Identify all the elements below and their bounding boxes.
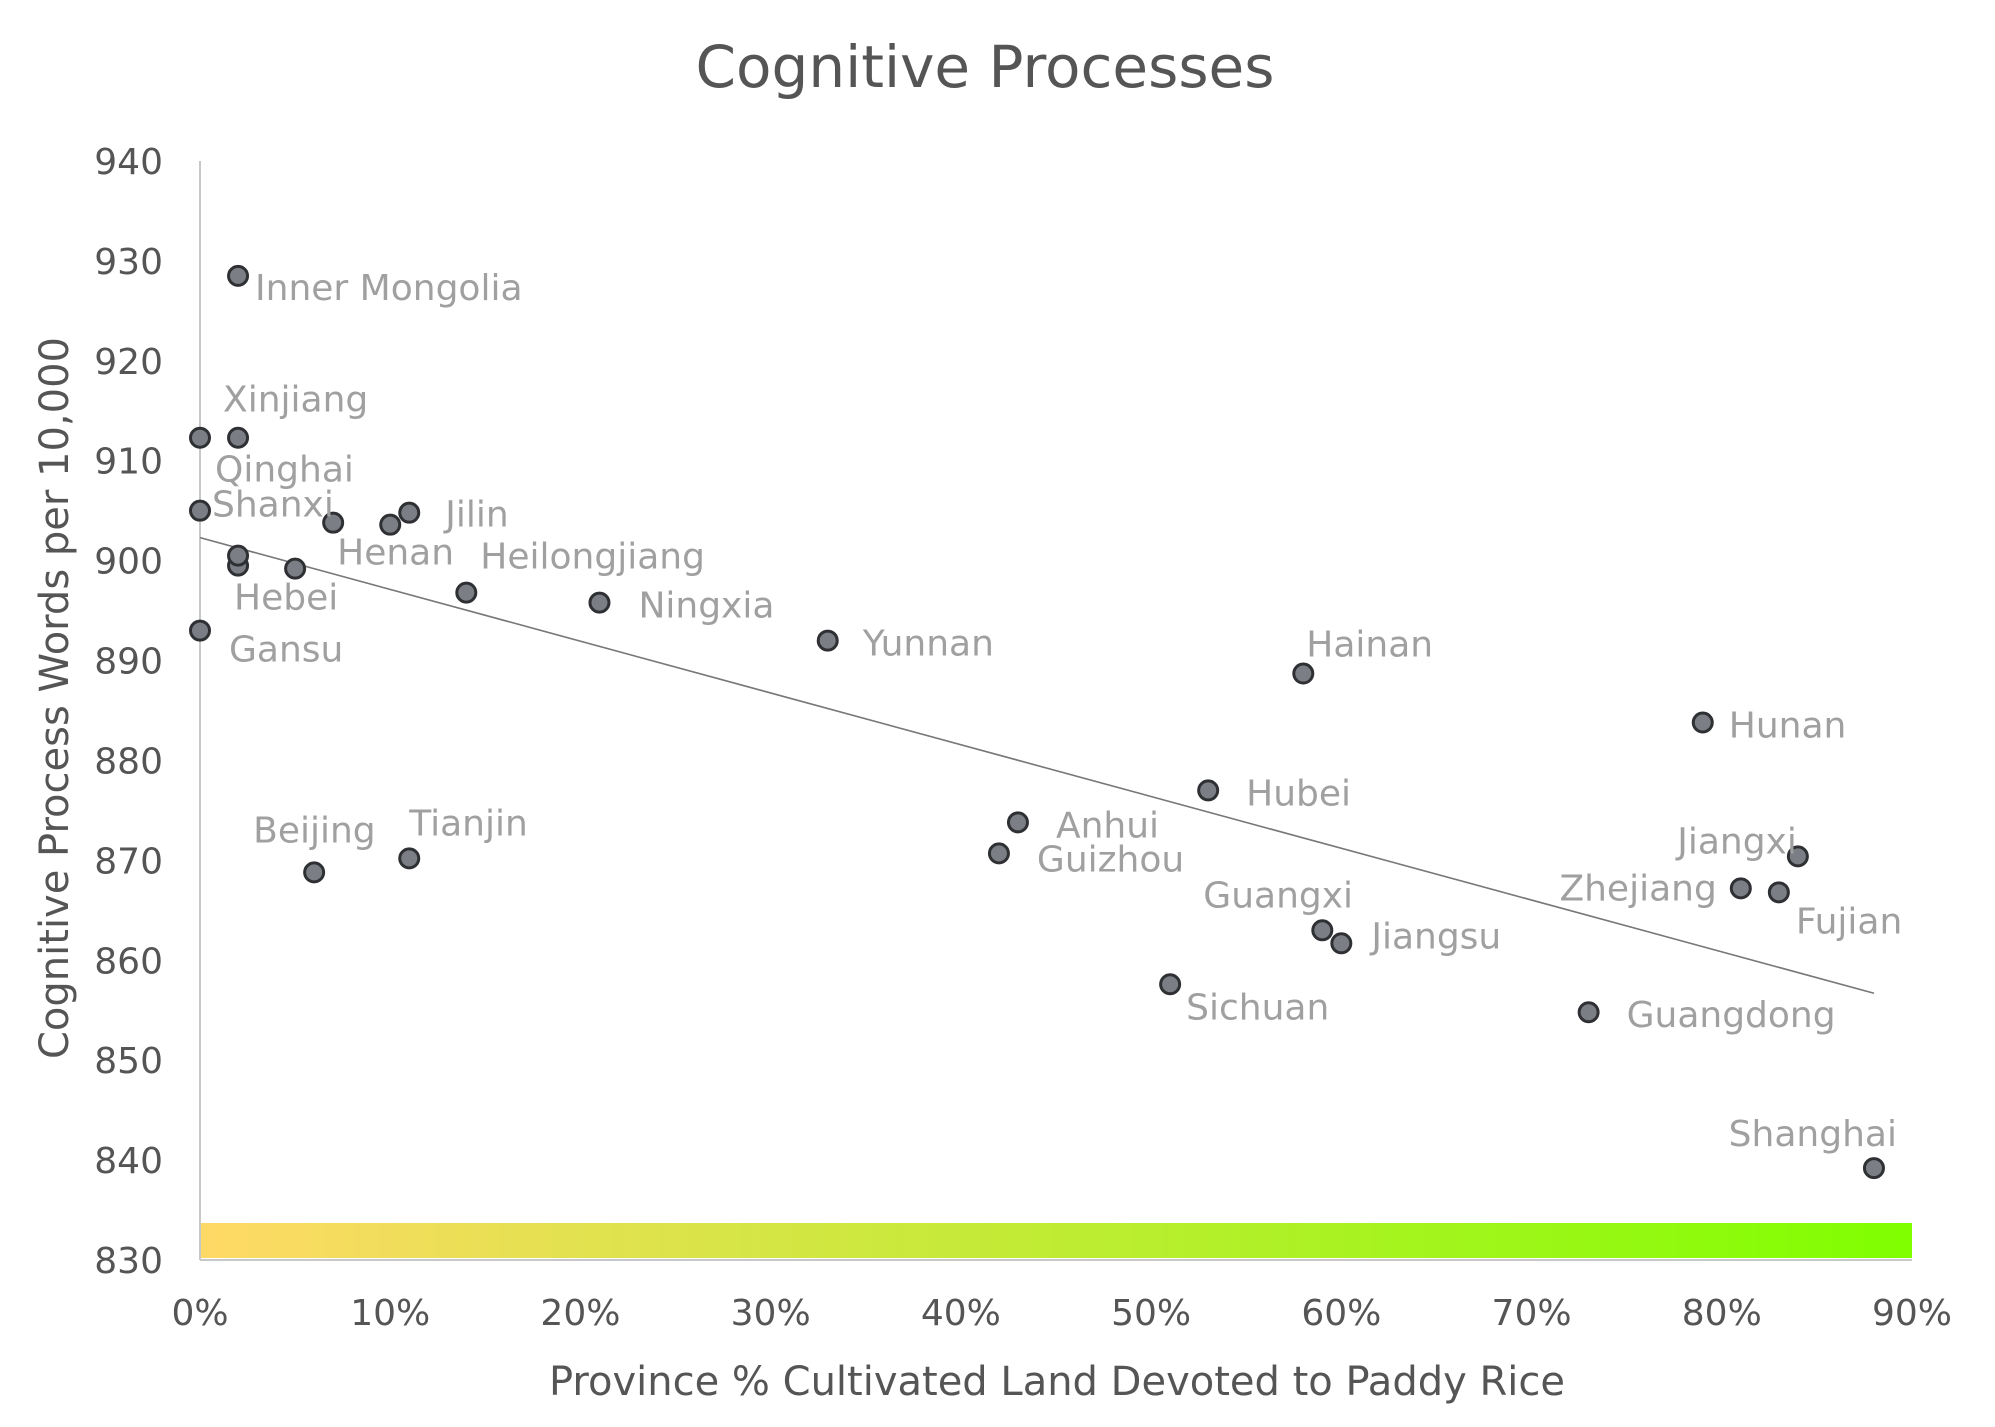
data-point [284, 557, 307, 580]
x-tick-label: 0% [171, 1293, 228, 1334]
point-label: Hunan [1729, 705, 1847, 746]
point-labels: Inner Mongolia Xinjiang QinghaiShanxiHenan… [212, 268, 1902, 1155]
point-label: Inner Mongolia [255, 268, 523, 309]
x-tick-label: 80% [1682, 1293, 1762, 1334]
data-point [322, 511, 345, 534]
y-tick-label: 870 [94, 841, 163, 882]
x-tick-label: 90% [1872, 1293, 1952, 1334]
point-label: Qinghai [215, 450, 354, 491]
data-point [1729, 877, 1752, 900]
data-point [227, 264, 250, 287]
data-point [1767, 881, 1790, 904]
data-point [1006, 811, 1029, 834]
color-gradient-band [200, 1223, 1912, 1258]
x-tick-label: 40% [921, 1293, 1001, 1334]
y-axis-ticks: 830 840 850 860 870 880 890 900 910 920 930 940 [94, 142, 163, 1282]
x-tick-label: 20% [540, 1293, 620, 1334]
data-point [189, 426, 211, 449]
point-label: Henan [337, 533, 454, 574]
point-label: Jilin [443, 495, 508, 536]
data-point [398, 847, 421, 870]
y-tick-label: 890 [94, 642, 163, 683]
data-point [1330, 932, 1353, 955]
point-label: Anhui [1056, 805, 1159, 846]
data-point [189, 619, 211, 642]
point-label: Yunnan [862, 624, 994, 665]
x-tick-label: 50% [1111, 1293, 1191, 1334]
data-point [987, 842, 1010, 865]
data-point [455, 581, 478, 604]
data-point [1862, 1157, 1885, 1180]
point-label: Beijing [253, 810, 376, 851]
point-label: Tianjin [408, 803, 528, 844]
trendline [199, 536, 1875, 995]
chart-title: Cognitive Processes [696, 33, 1275, 101]
point-label: Shanghai [1729, 1114, 1897, 1155]
data-point [816, 629, 839, 652]
point-label: Xinjiang [223, 380, 368, 421]
y-tick-label: 940 [94, 142, 163, 183]
point-label: Hebei [234, 578, 338, 619]
point-label: Hubei [1246, 773, 1351, 814]
data-point [227, 544, 250, 567]
data-point [1159, 973, 1182, 996]
data-point [1786, 845, 1809, 868]
point-label: Shanxi [212, 485, 334, 526]
data-point [1577, 1001, 1600, 1024]
data-point [588, 591, 611, 614]
y-tick-label: 850 [94, 1041, 163, 1082]
y-tick-label: 880 [94, 741, 163, 782]
y-tick-label: 840 [94, 1141, 163, 1182]
y-tick-label: 900 [94, 542, 163, 583]
data-point [398, 501, 421, 524]
x-tick-label: 60% [1301, 1293, 1381, 1334]
point-label: Hainan [1306, 625, 1433, 666]
point-label: Gansu [229, 630, 343, 671]
x-tick-label: 70% [1492, 1293, 1572, 1334]
point-label: Fujian [1796, 901, 1902, 942]
data-point [1311, 919, 1334, 942]
point-label: Guizhou [1037, 839, 1184, 880]
data-point [303, 861, 326, 884]
point-label: Guangxi [1203, 875, 1353, 916]
data-point [379, 513, 402, 536]
x-axis-title: Province % Cultivated Land Devoted to Pa… [549, 1359, 1565, 1405]
data-point [1197, 779, 1220, 802]
point-label: Guangdong [1627, 995, 1836, 1036]
point-label: Zhejiang [1559, 868, 1716, 909]
point-label: Sichuan [1186, 987, 1329, 1028]
point-label: Jiangxi [1675, 821, 1797, 862]
x-tick-label: 10% [350, 1293, 430, 1334]
y-axis-title: Cognitive Process Words per 10,000 [32, 337, 78, 1059]
y-tick-label: 910 [94, 442, 163, 483]
y-tick-label: 920 [94, 342, 163, 383]
data-point [189, 499, 211, 522]
x-tick-label: 30% [731, 1293, 811, 1334]
data-point [1292, 662, 1315, 685]
point-label: Jiangsu [1369, 916, 1501, 957]
y-tick-label: 830 [94, 1241, 163, 1282]
y-tick-label: 860 [94, 941, 163, 982]
x-axis-ticks: 0% 10% 20% 30% 40% 50% 60% 70% 80% 90% [171, 1293, 1952, 1334]
data-point [227, 426, 250, 449]
point-label: Ningxia [638, 586, 774, 627]
point-label: Heilongjiang [480, 537, 705, 578]
y-tick-label: 930 [94, 242, 163, 283]
data-points [189, 264, 1885, 1180]
data-point [1691, 711, 1714, 734]
